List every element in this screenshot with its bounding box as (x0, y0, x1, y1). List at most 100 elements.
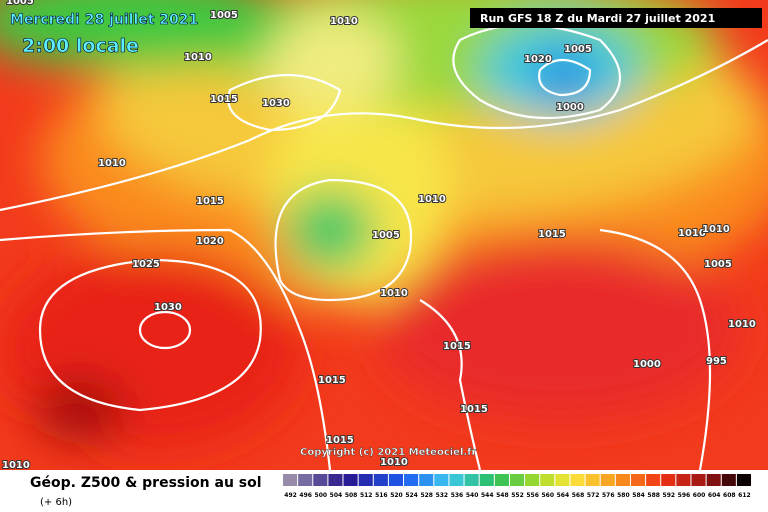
isobar-label: 1005 (6, 0, 34, 7)
isobar-label: 1020 (196, 236, 224, 247)
isobar-lines (0, 23, 768, 470)
date: Mercredi 28 juillet 2021 (10, 12, 198, 28)
scale-swatch (676, 474, 691, 486)
isobar-label: 1015 (460, 404, 488, 415)
scale-swatch (691, 474, 706, 486)
scale-label: 592 (663, 492, 676, 499)
isobar-label: 1030 (262, 98, 290, 109)
scale-label: 608 (723, 492, 736, 499)
scale-label: 580 (617, 492, 630, 499)
isobar-label: 1010 (184, 52, 212, 63)
scale-swatch (706, 474, 721, 486)
isobar-label: 1015 (318, 375, 346, 386)
isobar-label: 1010 (330, 16, 358, 27)
scale-label: 504 (330, 492, 343, 499)
scale-swatch (630, 474, 646, 486)
scale-label: 604 (708, 492, 721, 499)
scale-label: 512 (360, 492, 373, 499)
isobar-label: 1010 (678, 228, 706, 239)
scale-swatch (479, 474, 494, 486)
scale-label: 536 (451, 492, 464, 499)
scale-swatch (646, 474, 661, 486)
time: 2:00 locale (22, 35, 139, 57)
isobar-label: 1015 (443, 341, 471, 352)
scale-swatch (298, 474, 313, 486)
isobar-label: 1005 (564, 44, 592, 55)
scale-swatch (419, 474, 434, 486)
isobar-label: 1005 (372, 230, 400, 241)
scale-label: 516 (375, 492, 388, 499)
isobar-label: 995 (706, 356, 727, 367)
isobar-label: 1010 (380, 288, 408, 299)
scale-label: 560 (541, 492, 554, 499)
scale-label: 508 (345, 492, 358, 499)
scale-swatch (525, 474, 540, 486)
scale-swatch (328, 474, 343, 486)
run: Run GFS 18 Z du Mardi 27 juillet 2021 (480, 12, 715, 25)
scale-swatch (464, 474, 479, 486)
scale-swatch (343, 474, 358, 486)
scale-label: 588 (647, 492, 660, 499)
isobar-label: 1025 (132, 259, 160, 270)
scale-label: 500 (315, 492, 328, 499)
scale-label: 600 (693, 492, 706, 499)
scale-swatch (615, 474, 630, 486)
scale-label: 568 (572, 492, 585, 499)
isobar-label: 1015 (196, 196, 224, 207)
scale-swatch (721, 474, 736, 486)
isobar-label: 1000 (556, 102, 584, 113)
isobar-label: 1010 (98, 158, 126, 169)
scale-swatch (313, 474, 328, 486)
scale-label: 572 (587, 492, 600, 499)
scale-label: 496 (299, 492, 312, 499)
isobar-label: 1015 (326, 435, 354, 446)
isobar-label: 1010 (418, 194, 446, 205)
isobar-label: 1010 (380, 457, 408, 468)
field (0, 0, 768, 470)
scale-label: 552 (511, 492, 524, 499)
scale-label: 492 (284, 492, 297, 499)
isobar-label: 1010 (702, 224, 730, 235)
scale-label: 548 (496, 492, 509, 499)
scale-label: 544 (481, 492, 494, 499)
scale-label: 584 (632, 492, 645, 499)
scale-label: 540 (466, 492, 479, 499)
legend-title: Géop. Z500 & pression au sol (30, 475, 262, 491)
copyright: Copyright (c) 2021 Meteociel.fr (300, 447, 477, 458)
scale-swatch (358, 474, 373, 486)
scale-swatch (434, 474, 449, 486)
scale-label: 612 (738, 492, 751, 499)
scale-swatch (585, 474, 600, 486)
isobar-label: 1015 (538, 229, 566, 240)
scale-label: 556 (526, 492, 539, 499)
isobar-label: 1020 (524, 54, 552, 65)
scale-swatch (509, 474, 525, 486)
scale-label: 532 (436, 492, 449, 499)
scale-swatch (555, 474, 570, 486)
isobar-label: 1005 (210, 10, 238, 21)
scale-label: 564 (557, 492, 570, 499)
scale-swatch (388, 474, 404, 486)
scale-swatch (283, 474, 298, 486)
scale-label: 524 (405, 492, 418, 499)
scale-swatch (494, 474, 509, 486)
isobar-label: 1010 (728, 319, 756, 330)
isobar-label: 1000 (633, 359, 661, 370)
isobar-label: 1010 (2, 460, 30, 471)
isobar-label: 1005 (704, 259, 732, 270)
scale-swatch (373, 474, 388, 486)
scale-label: 576 (602, 492, 615, 499)
scale-label: 520 (390, 492, 403, 499)
legend-step: (+ 6h) (40, 497, 72, 508)
isobar-label: 1030 (154, 302, 182, 313)
scale-swatch (661, 474, 676, 486)
scale-swatch (736, 474, 751, 486)
scale-label: 596 (678, 492, 691, 499)
scale-swatch (570, 474, 585, 486)
scale-label: 528 (420, 492, 433, 499)
scale-swatch (449, 474, 464, 486)
scale-swatch (404, 474, 419, 486)
scale-swatch (540, 474, 555, 486)
isobar-label: 1015 (210, 94, 238, 105)
